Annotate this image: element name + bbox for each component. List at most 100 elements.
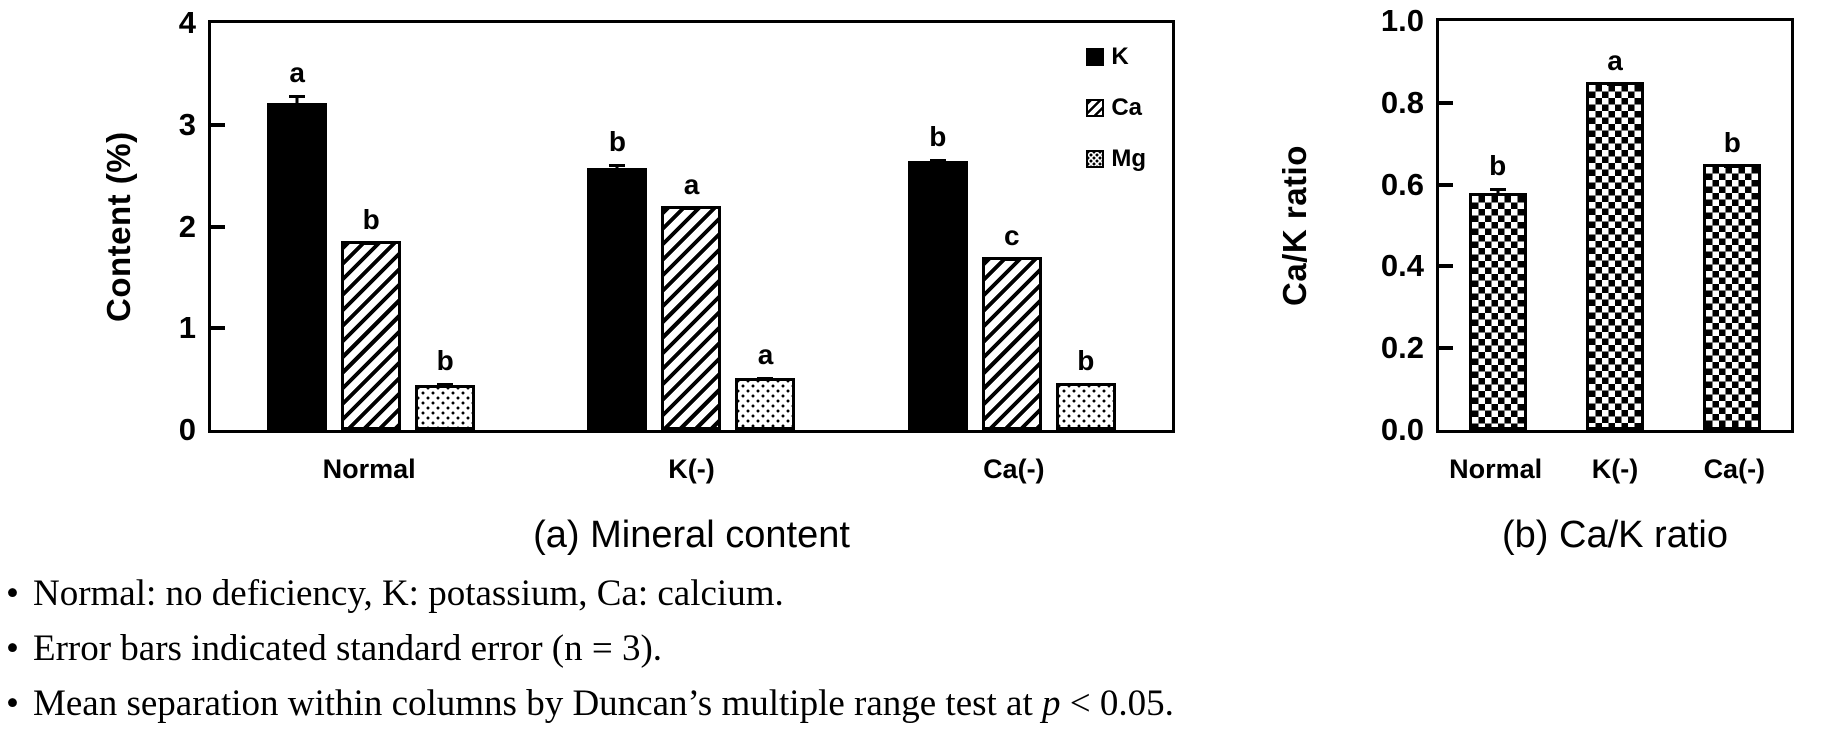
- error-bar-cap: [929, 159, 946, 163]
- y-tick-label: 1: [178, 310, 196, 346]
- bar-Ca(-)-Ca: c: [981, 222, 1042, 430]
- x-category-label-K(-): K(-): [668, 454, 715, 484]
- y-tick-label: 3: [178, 106, 196, 142]
- bar-Normal-Mg: b: [415, 347, 476, 430]
- bar-Ca(-)-Ca/K: b: [1703, 129, 1762, 430]
- note-text-3-pre: Mean separation within columns by Duncan…: [32, 683, 1043, 724]
- y-tick-label: 1.0: [1380, 3, 1424, 38]
- bar-K(-)-Mg: a: [735, 341, 796, 430]
- error-bar-cap: [1003, 258, 1020, 261]
- plot-area-a: a b b b a a b c b K Ca Mg: [208, 20, 1175, 433]
- bar-K(-)-Ca: a: [661, 171, 722, 430]
- bar-Normal-Ca: b: [341, 205, 402, 430]
- plot-area-b: b a b: [1436, 18, 1794, 433]
- category-slot-Ca(-): b: [1674, 21, 1791, 430]
- bullet-icon: •: [6, 683, 19, 724]
- bar-K(-)-K: b: [587, 128, 648, 430]
- error-bar-cap: [1489, 187, 1506, 191]
- x-category-label-Ca(-): Ca(-): [983, 454, 1045, 484]
- error-bar-cap: [609, 164, 626, 168]
- legend-item-Mg: Mg: [1086, 147, 1146, 171]
- caption-chart-a: (a) Mineral content: [533, 514, 850, 556]
- x-category-label-Normal: Normal: [1449, 454, 1543, 484]
- error-bar-cap: [437, 383, 454, 387]
- y-tick-mark: [1439, 346, 1453, 351]
- y-tick-label: 0: [178, 412, 196, 447]
- y-axis-title-b: Ca/K ratio: [1276, 145, 1313, 306]
- note-text-3-post: < 0.05.: [1060, 683, 1174, 724]
- note-line-3: • Mean separation within columns by Dunca…: [6, 676, 1174, 731]
- significance-letter: a: [757, 339, 774, 371]
- y-tick-mark: [211, 122, 225, 127]
- legend-swatch-dots-icon: [1086, 150, 1105, 168]
- y-tick-label: 0.2: [1380, 330, 1424, 366]
- significance-letter: b: [929, 121, 947, 153]
- significance-letter: b: [436, 345, 454, 377]
- error-bar-cap: [1724, 165, 1741, 169]
- legend: K Ca Mg: [1086, 45, 1146, 171]
- legend-item-K: K: [1086, 43, 1129, 70]
- category-slot-Normal: b: [1439, 21, 1556, 430]
- bar-slots: b a b: [1439, 21, 1791, 430]
- significance-letter: b: [608, 126, 627, 158]
- legend-swatch-solid-icon: [1086, 48, 1105, 66]
- error-bar-cap: [1077, 383, 1094, 387]
- significance-letter: a: [289, 57, 305, 89]
- error-bar-cap: [363, 241, 380, 245]
- note-text-3-italic: p: [1042, 683, 1061, 724]
- error-bar-cap: [289, 95, 306, 99]
- y-tick-label: 0.0: [1380, 412, 1424, 447]
- error-bar-cap: [1606, 83, 1623, 87]
- note-line-1: • Normal: no deficiency, K: potassium, Ca…: [6, 566, 1174, 621]
- x-category-label-Ca(-): Ca(-): [1703, 454, 1766, 484]
- bar-Normal-K: a: [267, 59, 328, 430]
- x-category-label-Normal: Normal: [322, 454, 416, 484]
- category-slot-K(-): a: [1556, 21, 1673, 430]
- y-tick-mark: [1439, 264, 1453, 269]
- significance-letter: a: [683, 169, 700, 201]
- bar-Ca(-)-K: b: [907, 123, 968, 430]
- significance-letter: b: [1489, 149, 1507, 181]
- y-tick-label: 0.6: [1380, 166, 1424, 202]
- bar-K(-)-Ca/K: a: [1585, 47, 1644, 430]
- note-text-1: Normal: no deficiency, K: potassium, Ca:…: [32, 573, 784, 614]
- x-category-label-K(-): K(-): [1591, 454, 1639, 484]
- legend-label-K: K: [1111, 43, 1129, 70]
- error-bar: [1496, 187, 1500, 196]
- category-slot-Ca(-): b c b: [852, 23, 1172, 430]
- legend-label-Mg: Mg: [1111, 145, 1146, 172]
- legend-swatch-hatch-icon: [1086, 99, 1105, 117]
- error-bar-cap: [683, 207, 700, 211]
- bar-Ca(-)-Mg: b: [1055, 347, 1116, 430]
- legend-label-Ca: Ca: [1111, 94, 1143, 121]
- figure-notes: • Normal: no deficiency, K: potassium, Ca…: [6, 566, 1174, 731]
- significance-letter: b: [1077, 345, 1095, 377]
- y-tick-mark: [1439, 182, 1453, 187]
- note-text-2: Error bars indicated standard error (n =…: [32, 628, 663, 669]
- significance-letter: b: [362, 203, 380, 235]
- y-tick-label: 0.4: [1380, 248, 1424, 284]
- y-tick-label: 4: [178, 5, 196, 40]
- significance-letter: a: [1607, 45, 1623, 77]
- error-bar-cap: [757, 377, 774, 381]
- y-tick-mark: [1439, 100, 1453, 105]
- category-slot-K(-): b a a: [531, 23, 851, 430]
- x-axis-labels: Normal K(-) Ca(-): [1436, 452, 1794, 486]
- bar-slots: a b b b a a b c b: [211, 23, 1172, 430]
- legend-item-Ca: Ca: [1086, 96, 1142, 120]
- error-bar: [295, 95, 299, 104]
- y-tick-mark: [211, 326, 225, 331]
- significance-letter: b: [1723, 127, 1741, 159]
- bar-Normal-Ca/K: b: [1468, 151, 1527, 430]
- x-axis-labels: Normal K(-) Ca(-): [208, 452, 1175, 486]
- bullet-icon: •: [6, 573, 19, 614]
- category-slot-Normal: a b b: [211, 23, 531, 430]
- bullet-icon: •: [6, 628, 19, 669]
- y-tick-mark: [211, 224, 225, 229]
- caption-chart-b: (b) Ca/K ratio: [1502, 514, 1728, 556]
- significance-letter: c: [1004, 220, 1020, 251]
- y-tick-label: 0.8: [1380, 84, 1424, 120]
- y-tick-label: 2: [178, 208, 196, 244]
- note-line-2: • Error bars indicated standard error (n …: [6, 621, 1174, 676]
